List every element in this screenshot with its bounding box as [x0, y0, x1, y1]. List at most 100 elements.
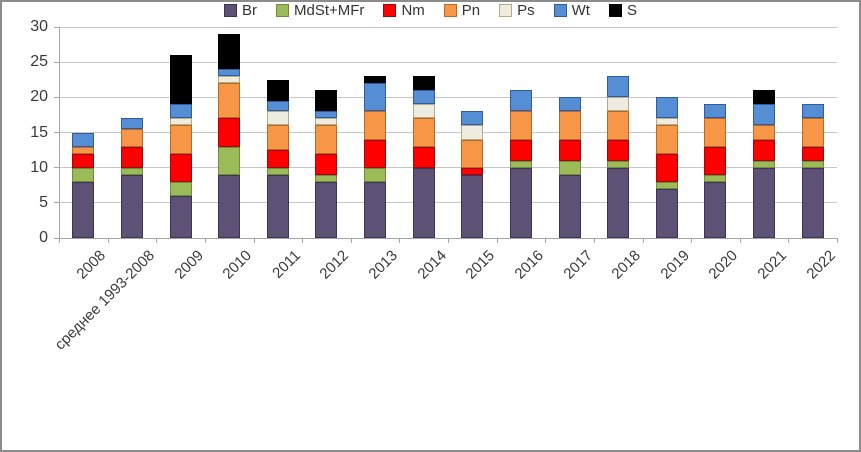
- bar-segment-Wt: [266, 100, 289, 112]
- x-tick-mark: [642, 238, 644, 243]
- x-tick-mark: [496, 238, 498, 243]
- bar-segment-MdSt+MFr: [266, 167, 289, 175]
- bar-segment-Br: [655, 188, 678, 238]
- bar-segment-Wt: [655, 97, 678, 119]
- y-tick-label: 30: [30, 18, 48, 35]
- bar-segment-Br: [218, 174, 241, 238]
- bar-segment-Pn: [753, 125, 776, 140]
- y-tick-label: 15: [30, 123, 48, 141]
- legend-label-Ps: Ps: [517, 2, 535, 19]
- x-tick-mark: [448, 238, 449, 243]
- bar-segment-Pn: [218, 83, 241, 119]
- bar-segment-Nm: [169, 153, 192, 182]
- bar-segment-MdSt+MFr: [364, 167, 387, 182]
- bar-segment-Br: [169, 195, 192, 238]
- bar-segment-Br: [558, 174, 581, 238]
- bar-segment-Nm: [704, 146, 727, 175]
- x-tick-mark: [107, 238, 109, 243]
- y-tick-mark: [54, 96, 59, 98]
- legend-label-Wt: Wt: [571, 2, 590, 19]
- legend-item-MdSt+MFr: MdSt+MFr: [276, 2, 364, 19]
- bar-segment-Nm: [218, 118, 241, 147]
- bar-segment-Ps: [655, 118, 678, 126]
- bar-segment-Pn: [315, 125, 338, 154]
- legend-item-Pn: Pn: [443, 2, 480, 19]
- bar-segment-Nm: [315, 153, 338, 175]
- x-tick-label: 2013: [365, 247, 402, 283]
- legend-label-Nm: Nm: [401, 2, 425, 19]
- y-tick-mark: [54, 61, 59, 63]
- bar-segment-Nm: [753, 139, 776, 161]
- y-tick-mark: [54, 132, 59, 133]
- bar-segment-Nm: [364, 139, 387, 168]
- y-tick-label: 5: [39, 193, 48, 211]
- y-axis: [59, 27, 60, 239]
- bar-segment-MdSt+MFr: [169, 181, 192, 196]
- legend-item-S: S: [608, 2, 637, 19]
- bar-segment-Pn: [655, 125, 678, 154]
- bar-segment-Wt: [169, 104, 192, 119]
- legend-label-Br: Br: [242, 2, 257, 19]
- bar-segment-S: [315, 90, 338, 112]
- x-tick-mark: [204, 238, 206, 243]
- bar-segment-S: [169, 55, 192, 105]
- x-tick-label: 2012: [316, 247, 353, 283]
- bar-segment-Nm: [120, 146, 143, 168]
- bar-segment-Nm: [509, 139, 532, 161]
- bar-segment-Br: [72, 181, 95, 238]
- legend-label-S: S: [626, 2, 637, 19]
- bar-segment-Pn: [266, 125, 289, 151]
- x-tick-label: 2017: [559, 247, 596, 283]
- bar-segment-Br: [364, 181, 387, 238]
- bar-segment-S: [266, 79, 289, 101]
- legend-swatch-S: [608, 4, 622, 17]
- bar-segment-Pn: [412, 118, 435, 147]
- bar-segment-Nm: [266, 150, 289, 168]
- x-tick-mark: [302, 238, 304, 243]
- bar-segment-S: [753, 90, 776, 105]
- y-tick-label: 0: [39, 229, 48, 246]
- bar-segment-MdSt+MFr: [315, 174, 338, 182]
- bar-segment-MdSt+MFr: [509, 160, 532, 168]
- bar-segment-Br: [753, 167, 776, 238]
- bar-segment-MdSt+MFr: [218, 146, 241, 175]
- legend-item-Ps: Ps: [499, 2, 535, 19]
- gridline-20: [59, 96, 837, 98]
- bar-segment-Pn: [120, 128, 143, 147]
- y-tick-mark: [54, 202, 59, 204]
- bar-segment-MdSt+MFr: [120, 167, 143, 175]
- bar-segment-Wt: [801, 104, 824, 119]
- bar-segment-Ps: [266, 111, 289, 126]
- x-tick-mark: [399, 238, 401, 243]
- bar-segment-Wt: [364, 83, 387, 112]
- y-tick-mark: [54, 167, 59, 169]
- bar-segment-Wt: [558, 97, 581, 112]
- bar-segment-Ps: [218, 76, 241, 84]
- bar-segment-Pn: [364, 111, 387, 140]
- bar-segment-Wt: [461, 111, 484, 126]
- legend-item-Nm: Nm: [383, 2, 425, 19]
- bar-segment-Ps: [315, 118, 338, 126]
- x-tick-mark: [593, 238, 595, 243]
- x-tick-label: 2009: [170, 247, 207, 283]
- x-tick-label: 2010: [219, 247, 256, 283]
- x-tick-mark: [691, 238, 693, 243]
- y-tick-mark: [54, 237, 59, 239]
- bar-segment-Br: [607, 167, 630, 238]
- x-tick-label: 2016: [511, 247, 547, 283]
- bar-segment-Br: [120, 174, 143, 238]
- bar-segment-Br: [412, 167, 435, 238]
- x-tick-mark: [253, 238, 255, 243]
- x-tick-label: 2021: [754, 247, 791, 283]
- bar-segment-Ps: [461, 125, 484, 140]
- bar-segment-Wt: [509, 90, 532, 112]
- bar-segment-MdSt+MFr: [72, 167, 95, 182]
- bar-segment-Pn: [509, 111, 532, 140]
- y-tick-label: 25: [30, 53, 48, 71]
- x-tick-label: 2022: [803, 247, 839, 283]
- x-tick-label: 2018: [608, 247, 645, 283]
- x-tick-label: 2014: [414, 247, 450, 283]
- gridline-10: [59, 167, 837, 169]
- bar-segment-Wt: [218, 69, 241, 77]
- gridline-5: [59, 202, 837, 204]
